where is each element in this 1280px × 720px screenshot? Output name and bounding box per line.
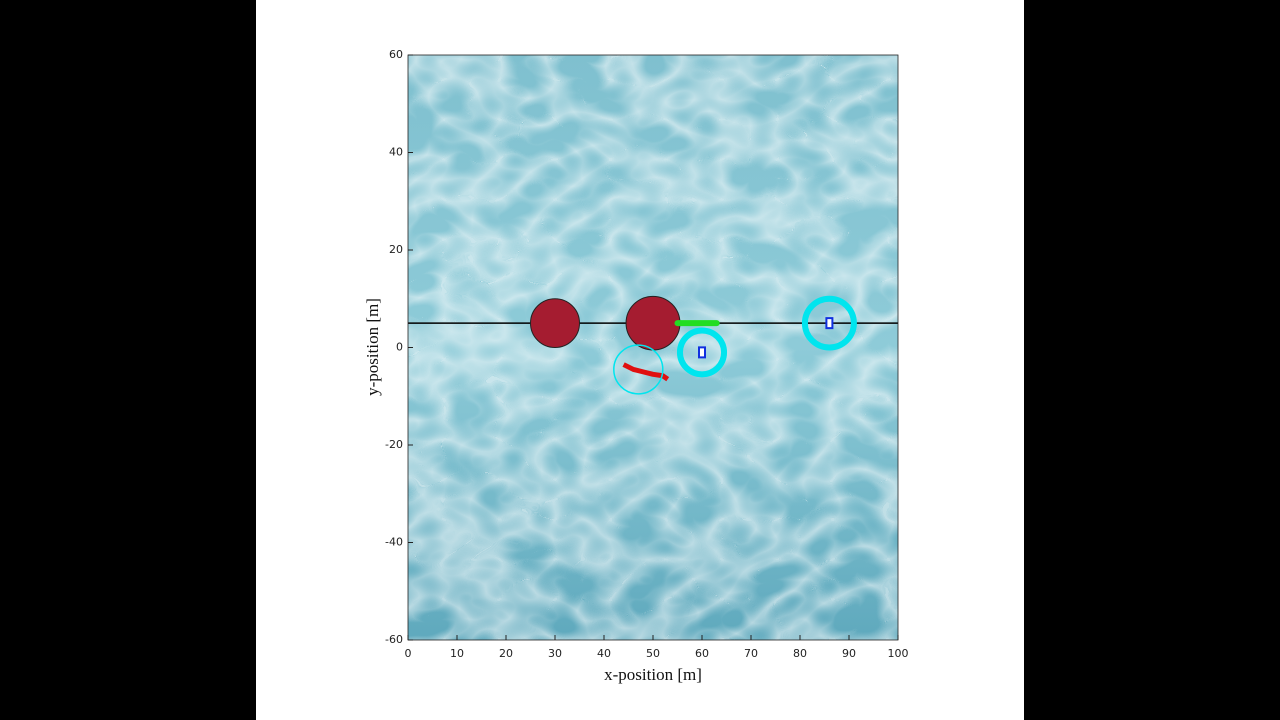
x-tick-label: 80 (793, 647, 807, 660)
x-tick-label: 70 (744, 647, 758, 660)
vessel-icon (825, 317, 834, 330)
vessel-safety-circle (676, 327, 728, 378)
y-tick-label: 40 (389, 146, 403, 159)
obstacle (530, 298, 580, 348)
x-tick-label: 40 (597, 647, 611, 660)
vessel-safety-circle (801, 295, 857, 351)
x-tick-label: 0 (405, 647, 412, 660)
trail (622, 362, 670, 382)
x-tick-label: 100 (888, 647, 909, 660)
y-tick-label: -20 (385, 438, 403, 451)
x-tick-label: 90 (842, 647, 856, 660)
plot-frame (407, 54, 899, 641)
vessel-safety-circle (613, 344, 664, 395)
x-tick-label: 50 (646, 647, 660, 660)
x-tick-label: 60 (695, 647, 709, 660)
obstacle (625, 295, 681, 351)
y-tick-label: 0 (396, 341, 403, 354)
vessel-icon (698, 346, 706, 359)
y-tick-label: 20 (389, 243, 403, 256)
y-axis-label: y-position [m] (363, 298, 382, 396)
y-tick-label: -60 (385, 633, 403, 646)
x-tick-label: 20 (499, 647, 513, 660)
y-tick-label: -40 (385, 536, 403, 549)
x-axis-label: x-position [m] (604, 665, 702, 684)
x-tick-label: 10 (450, 647, 464, 660)
y-tick-label: 60 (389, 48, 403, 61)
x-tick-label: 30 (548, 647, 562, 660)
